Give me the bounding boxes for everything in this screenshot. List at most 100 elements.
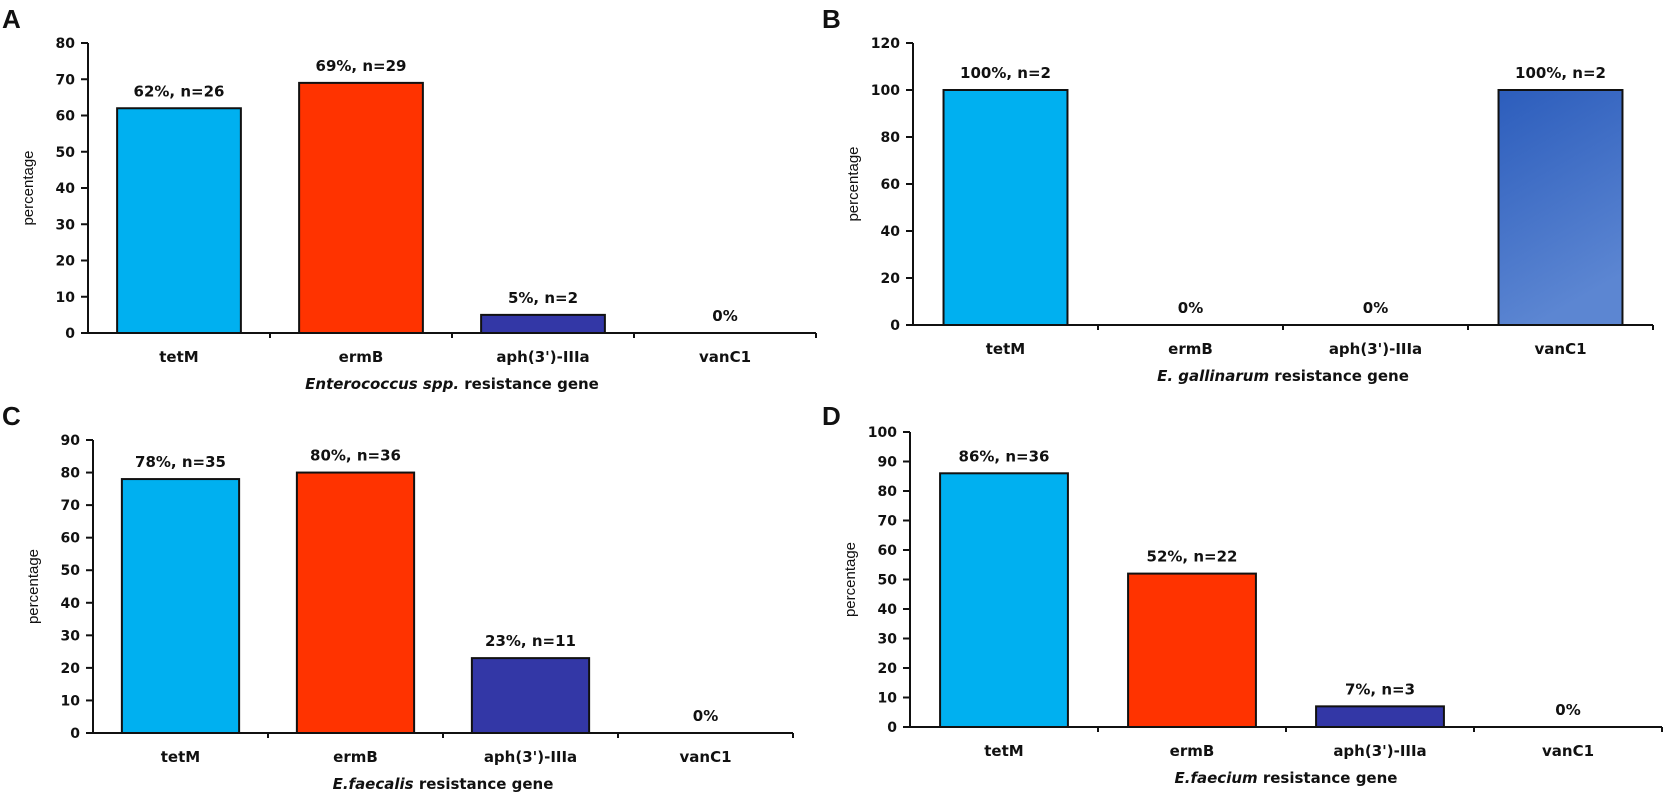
y-tick-label: 80 bbox=[61, 466, 81, 482]
x-axis-title: E.faecium resistance gene bbox=[1175, 769, 1398, 787]
y-tick-label: 90 bbox=[878, 455, 898, 471]
y-tick-label: 80 bbox=[881, 130, 901, 146]
bar-vanC1 bbox=[1497, 89, 1624, 326]
y-tick-label: 10 bbox=[56, 290, 76, 306]
data-label: 100%, n=2 bbox=[960, 64, 1051, 82]
bar-ermB bbox=[1127, 572, 1257, 728]
x-axis-title-suffix: resistance gene bbox=[414, 775, 554, 793]
data-label: 69%, n=29 bbox=[316, 57, 407, 75]
x-axis-title-species: E. gallinarum bbox=[1157, 367, 1269, 385]
data-label: 80%, n=36 bbox=[310, 447, 401, 465]
data-label: 100%, n=2 bbox=[1515, 64, 1606, 82]
bar-tetM bbox=[116, 107, 242, 334]
y-tick-label: 40 bbox=[881, 224, 901, 240]
x-tick-label: aph(3')-IIIa bbox=[484, 748, 577, 766]
bar-tetM bbox=[942, 89, 1069, 326]
y-tick-label: 20 bbox=[881, 271, 901, 287]
y-tick-label: 50 bbox=[56, 145, 76, 161]
data-label: 86%, n=36 bbox=[959, 447, 1050, 465]
x-axis-title: Enterococcus spp. resistance gene bbox=[305, 375, 599, 393]
y-tick-label: 70 bbox=[61, 498, 81, 514]
y-tick-label: 50 bbox=[61, 563, 81, 579]
x-tick-label: tetM bbox=[984, 742, 1023, 760]
y-axis-title: percentage bbox=[20, 150, 37, 225]
x-axis-title: E.faecalis resistance gene bbox=[333, 775, 554, 793]
y-tick-label: 20 bbox=[56, 254, 76, 270]
y-tick-label: 90 bbox=[61, 433, 81, 449]
y-tick-label: 60 bbox=[61, 531, 81, 547]
panel-letter: C bbox=[2, 401, 21, 431]
x-tick-label: aph(3')-IIIa bbox=[1333, 742, 1426, 760]
x-tick-label: tetM bbox=[159, 348, 198, 366]
x-tick-label: ermB bbox=[1170, 742, 1215, 760]
bar-aph3IIIa bbox=[1315, 705, 1445, 728]
y-tick-label: 40 bbox=[56, 181, 76, 197]
data-label: 0% bbox=[1363, 299, 1388, 317]
y-tick-label: 30 bbox=[878, 632, 898, 648]
x-tick-label: tetM bbox=[161, 748, 200, 766]
y-tick-label: 60 bbox=[878, 543, 898, 559]
data-label: 0% bbox=[1555, 701, 1580, 719]
panel-D: D 86%, n=36 tetM 52%, n=22 ermB 7%, n=3 aph(3'… bbox=[822, 401, 1663, 787]
data-label: 5%, n=2 bbox=[508, 289, 578, 307]
bar-aph3IIIa bbox=[470, 657, 591, 734]
x-axis-title-suffix: resistance gene bbox=[1269, 367, 1409, 385]
y-tick-label: 0 bbox=[70, 726, 80, 742]
y-tick-label: 40 bbox=[878, 602, 898, 618]
panel-A: A 62%, n=26 tetM 69%, n=29 ermB 5%, n=2 aph(3'… bbox=[2, 4, 817, 393]
x-axis-title-species: E.faecium bbox=[1175, 769, 1258, 787]
y-tick-label: 60 bbox=[56, 109, 76, 125]
y-tick-label: 70 bbox=[56, 72, 76, 88]
x-axis-title-suffix: resistance gene bbox=[459, 375, 599, 393]
y-tick-label: 100 bbox=[868, 425, 897, 441]
y-tick-label: 80 bbox=[56, 36, 76, 52]
y-tick-label: 40 bbox=[61, 596, 81, 612]
x-tick-label: ermB bbox=[333, 748, 378, 766]
data-label: 0% bbox=[693, 707, 718, 725]
x-tick-label: tetM bbox=[986, 340, 1025, 358]
x-tick-label: aph(3')-IIIa bbox=[496, 348, 589, 366]
y-tick-label: 20 bbox=[878, 661, 898, 677]
y-axis-title: percentage bbox=[25, 549, 42, 624]
y-tick-label: 30 bbox=[61, 628, 81, 644]
data-label: 62%, n=26 bbox=[134, 82, 225, 100]
y-tick-label: 20 bbox=[61, 661, 81, 677]
data-label: 23%, n=11 bbox=[485, 632, 576, 650]
x-tick-label: vanC1 bbox=[1534, 340, 1586, 358]
data-label: 0% bbox=[1178, 299, 1203, 317]
x-tick-label: ermB bbox=[1168, 340, 1213, 358]
y-axis-title: percentage bbox=[842, 542, 859, 617]
bar-ermB bbox=[298, 81, 424, 334]
panel-C: C 78%, n=35 tetM 80%, n=36 ermB 23%, n=11 aph(… bbox=[2, 401, 794, 793]
data-label: 78%, n=35 bbox=[135, 453, 226, 471]
bar-tetM bbox=[120, 478, 241, 735]
y-tick-label: 0 bbox=[887, 720, 897, 736]
x-axis-title-species: Enterococcus spp. bbox=[305, 375, 459, 393]
y-tick-label: 120 bbox=[871, 36, 900, 52]
bar-tetM bbox=[939, 472, 1069, 728]
x-tick-label: aph(3')-IIIa bbox=[1329, 340, 1422, 358]
x-axis-title: E. gallinarum resistance gene bbox=[1157, 367, 1409, 385]
y-tick-label: 10 bbox=[878, 691, 898, 707]
bar-aph3IIIa bbox=[480, 313, 606, 334]
y-tick-label: 60 bbox=[881, 177, 901, 193]
x-tick-label: vanC1 bbox=[679, 748, 731, 766]
panel-letter: A bbox=[2, 4, 21, 34]
x-tick-label: vanC1 bbox=[1542, 742, 1594, 760]
x-axis-title-suffix: resistance gene bbox=[1258, 769, 1398, 787]
x-tick-label: vanC1 bbox=[699, 348, 751, 366]
x-axis-title-species: E.faecalis bbox=[333, 775, 414, 793]
data-label: 52%, n=22 bbox=[1147, 548, 1238, 566]
panel-letter: B bbox=[822, 4, 841, 34]
y-tick-label: 70 bbox=[878, 514, 898, 530]
y-tick-label: 0 bbox=[890, 318, 900, 334]
y-tick-label: 10 bbox=[61, 693, 81, 709]
data-label: 0% bbox=[712, 307, 737, 325]
y-axis-title: percentage bbox=[845, 146, 862, 221]
y-tick-label: 30 bbox=[56, 217, 76, 233]
y-tick-label: 100 bbox=[871, 83, 900, 99]
y-tick-label: 80 bbox=[878, 484, 898, 500]
y-tick-label: 0 bbox=[65, 326, 75, 342]
bar-ermB bbox=[295, 471, 416, 734]
